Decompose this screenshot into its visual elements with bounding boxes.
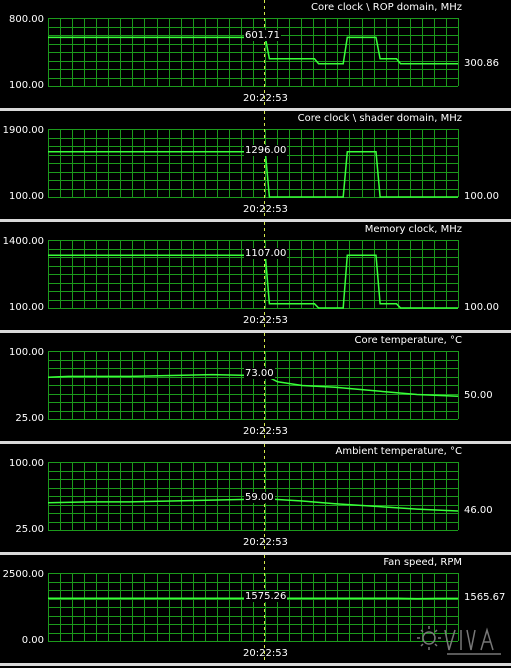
- panel-title: Core temperature, °C: [354, 335, 462, 346]
- y-axis-min-label: 25.00: [15, 524, 44, 535]
- grid: [48, 18, 459, 87]
- y-axis-max-label: 1900.00: [2, 125, 44, 136]
- current-value-label: 100.00: [464, 302, 499, 313]
- gear-logo-icon: [417, 620, 507, 664]
- panel-separator: [0, 552, 511, 555]
- graph-plot: [48, 444, 459, 552]
- panel-title: Ambient temperature, °C: [335, 446, 463, 457]
- panel-separator: [0, 219, 511, 222]
- cursor-value-label: 73.00: [244, 368, 275, 379]
- y-axis-min-label: 100.00: [9, 80, 44, 91]
- graph-panel: Fan speed, RPM 2500.00 0.00 20:22:53 1575.26…: [0, 555, 511, 663]
- cursor-value-label: 1107.00: [244, 248, 288, 259]
- panel-separator: [0, 330, 511, 333]
- panel-title: Memory clock, MHz: [364, 224, 462, 235]
- grid: [48, 240, 459, 309]
- cursor-value-label: 601.71: [244, 30, 281, 41]
- cursor-timestamp: 20:22:53: [243, 93, 288, 104]
- current-value-label: 46.00: [464, 505, 493, 516]
- y-axis-min-label: 25.00: [15, 413, 44, 424]
- graph-panel: Core temperature, °C 100.00 25.00 20:22:53 7…: [0, 333, 511, 441]
- graph-panel: Memory clock, MHz 1400.00 100.00 20:22:53 11…: [0, 222, 511, 330]
- cursor-timestamp: 20:22:53: [243, 426, 288, 437]
- graph-plot: [48, 333, 459, 441]
- y-axis-max-label: 100.00: [9, 347, 44, 358]
- grid: [48, 129, 459, 198]
- graph-plot: [48, 222, 459, 330]
- cursor-timestamp: 20:22:53: [243, 204, 288, 215]
- grid: [48, 351, 459, 420]
- panel-separator: [0, 108, 511, 111]
- panel-title: Core clock \ shader domain, MHz: [297, 113, 462, 124]
- current-value-label: 100.00: [464, 191, 499, 202]
- current-value-label: 300.86: [464, 58, 499, 69]
- cursor-timestamp: 20:22:53: [243, 537, 288, 548]
- cursor-timestamp: 20:22:53: [243, 315, 288, 326]
- y-axis-max-label: 1400.00: [2, 236, 44, 247]
- graph-panel: Ambient temperature, °C 100.00 25.00 20:22:…: [0, 444, 511, 552]
- panel-title: Core clock \ ROP domain, MHz: [311, 2, 462, 13]
- series-line: [48, 151, 458, 198]
- graph-plot: [48, 555, 459, 663]
- grid: [48, 573, 459, 642]
- cursor-timestamp: 20:22:53: [243, 648, 288, 659]
- graph-panel: Core clock \ ROP domain, MHz 800.00 100.00…: [0, 0, 511, 108]
- graph-plot: [48, 0, 459, 108]
- cursor-value-label: 1296.00: [244, 145, 288, 156]
- panel-separator: [0, 441, 511, 444]
- cursor-value-label: 59.00: [244, 492, 275, 503]
- y-axis-max-label: 100.00: [9, 458, 44, 469]
- graph-panel: Core clock \ shader domain, MHz 1900.00 10…: [0, 111, 511, 219]
- current-value-label: 1565.67: [464, 592, 506, 603]
- current-value-label: 50.00: [464, 390, 493, 401]
- series-line: [48, 254, 458, 309]
- graph-plot: [48, 111, 459, 219]
- panel-separator: [0, 663, 511, 666]
- cursor-value-label: 1575.26: [244, 591, 288, 602]
- y-axis-max-label: 2500.00: [2, 569, 44, 580]
- y-axis-min-label: 100.00: [9, 191, 44, 202]
- y-axis-min-label: 0.00: [21, 635, 44, 646]
- y-axis-max-label: 800.00: [9, 14, 44, 25]
- panel-title: Fan speed, RPM: [383, 557, 462, 568]
- y-axis-min-label: 100.00: [9, 302, 44, 313]
- grid: [48, 462, 459, 531]
